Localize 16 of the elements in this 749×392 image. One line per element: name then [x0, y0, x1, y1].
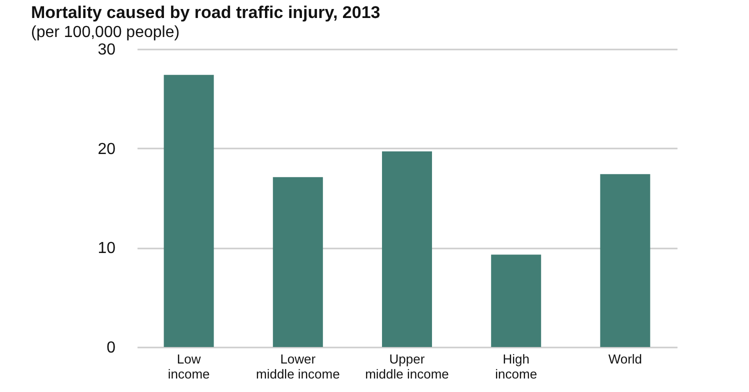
x-tick-label: Low income — [168, 352, 210, 382]
chart-title: Mortality caused by road traffic injury, 2013 — [31, 3, 380, 22]
bar — [272, 177, 323, 347]
bar — [382, 151, 432, 347]
bar — [491, 254, 542, 347]
y-tick-label: 20 — [98, 140, 116, 158]
y-tick-label: 0 — [106, 340, 116, 356]
chart-subtitle: (per 100,000 people) — [31, 24, 180, 41]
x-tick-label: Lower middle income — [256, 352, 340, 382]
x-tick-label: Upper middle income — [365, 352, 449, 382]
x-tick-label: High income — [495, 352, 538, 382]
y-tick-label: 30 — [98, 42, 116, 58]
x-tick-label: World — [608, 352, 642, 366]
bar — [164, 74, 214, 347]
bar — [600, 174, 650, 347]
y-tick-label: 10 — [98, 240, 116, 258]
